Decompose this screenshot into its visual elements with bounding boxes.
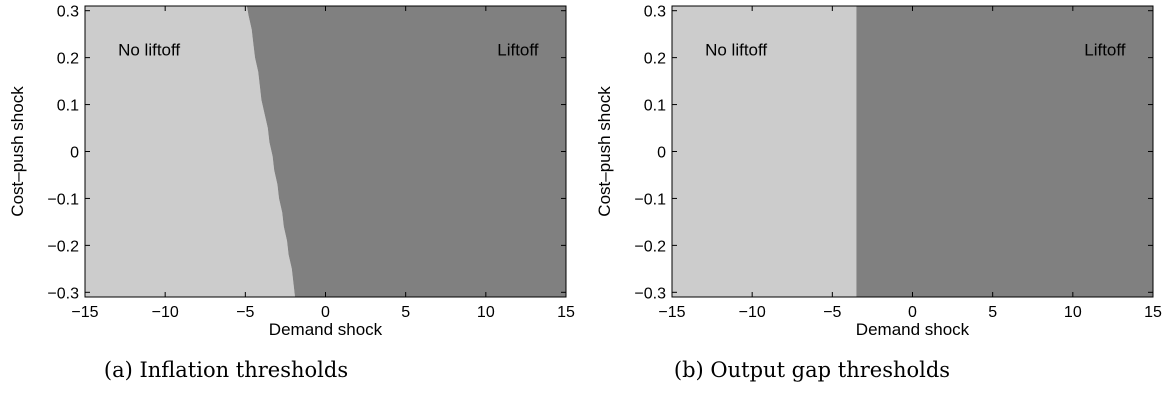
caption-a: (a) Inflation thresholds xyxy=(103,358,349,382)
y-tick-label-b: −0.2 xyxy=(634,238,666,255)
y-axis-label-a: Cost–push shock xyxy=(8,86,27,217)
y-tick-label-a: 0.2 xyxy=(57,51,79,68)
x-tick-label-b: 15 xyxy=(1144,304,1162,321)
x-axis-label-a: Demand shock xyxy=(269,320,383,339)
region-no-liftoff-b xyxy=(672,6,857,297)
annotation-liftoff-b: Liftoff xyxy=(1084,40,1126,59)
y-axis-label-b: Cost–push shock xyxy=(595,86,614,217)
region-liftoff-a xyxy=(246,6,566,297)
x-tick-label-a: −15 xyxy=(71,304,98,321)
y-tick-label-b: −0.1 xyxy=(634,191,666,208)
region-liftoff-b xyxy=(856,6,1153,297)
y-tick-label-b: 0.2 xyxy=(644,51,666,68)
x-tick-label-a: 10 xyxy=(477,304,495,321)
annotation-liftoff-a: Liftoff xyxy=(497,40,539,59)
y-tick-label-a: −0.2 xyxy=(47,238,79,255)
y-tick-label-a: −0.1 xyxy=(47,191,79,208)
y-tick-label-b: 0.1 xyxy=(644,98,666,115)
annotation-no-liftoff-a: No liftoff xyxy=(118,40,180,59)
x-axis-label-b: Demand shock xyxy=(856,320,970,339)
y-tick-label-a: 0.1 xyxy=(57,98,79,115)
x-tick-label-b: 0 xyxy=(908,304,917,321)
x-tick-label-b: 10 xyxy=(1064,304,1082,321)
x-tick-label-a: 0 xyxy=(321,304,330,321)
x-tick-label-a: −5 xyxy=(236,304,254,321)
y-tick-label-a: −0.3 xyxy=(47,285,79,302)
plot-panel-b: −15 −10 −5 0 5 10 15 0.3 0.2 0.1 0 −0.1 −0.2 −0.3 Dema… xyxy=(595,4,1162,339)
x-tick-label-a: 15 xyxy=(557,304,575,321)
y-tick-label-a: 0.3 xyxy=(57,4,79,21)
x-tick-label-b: −5 xyxy=(823,304,841,321)
x-tick-label-b: −15 xyxy=(658,304,685,321)
y-tick-label-b: 0 xyxy=(657,145,666,162)
region-no-liftoff-a xyxy=(85,6,295,297)
x-tick-label-a: −10 xyxy=(152,304,179,321)
y-tick-label-b: −0.3 xyxy=(634,285,666,302)
annotation-no-liftoff-b: No liftoff xyxy=(705,40,767,59)
y-tick-label-b: 0.3 xyxy=(644,4,666,21)
y-tick-label-a: 0 xyxy=(70,145,79,162)
x-tick-label-b: −10 xyxy=(739,304,766,321)
x-tick-label-a: 5 xyxy=(401,304,410,321)
caption-b: (b) Output gap thresholds xyxy=(673,358,951,382)
plot-panel-a: −15 −10 −5 0 5 10 15 0.3 0.2 0.1 0 −0.1 −0.2 −0.3 Dema… xyxy=(8,4,575,339)
x-tick-label-b: 5 xyxy=(988,304,997,321)
